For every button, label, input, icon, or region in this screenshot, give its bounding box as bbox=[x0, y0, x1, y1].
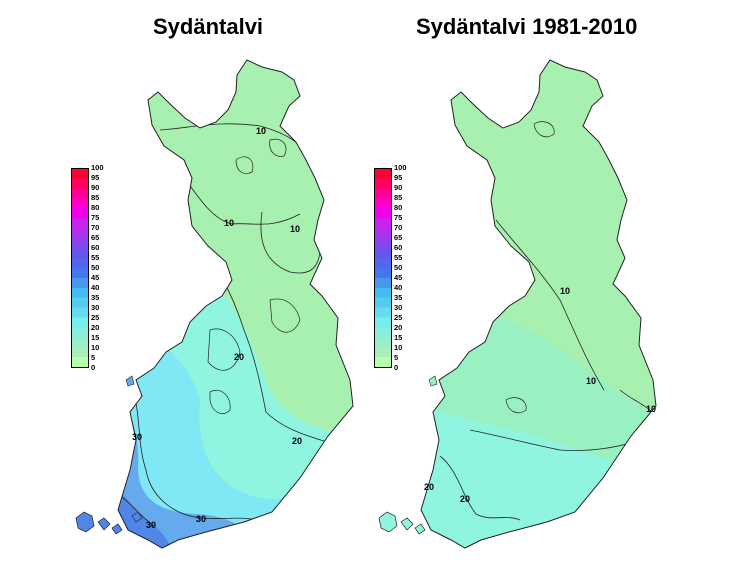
legend-tick-label: 45 bbox=[91, 273, 100, 282]
legend-tick-label: 35 bbox=[394, 293, 403, 302]
legend-tick-label: 30 bbox=[394, 303, 403, 312]
legend-tick-label: 55 bbox=[394, 253, 403, 262]
legend-tick-label: 100 bbox=[394, 163, 407, 172]
legend-tick-label: 40 bbox=[394, 283, 403, 292]
legend-tick-label: 25 bbox=[91, 313, 100, 322]
legend-tick-label: 20 bbox=[91, 323, 100, 332]
legend-tick-label: 0 bbox=[394, 363, 399, 372]
legend-tick-label: 55 bbox=[91, 253, 100, 262]
legend-tick-label: 80 bbox=[394, 203, 403, 212]
legend-tick-label: 10 bbox=[394, 343, 403, 352]
contour-label: 10 bbox=[646, 404, 656, 414]
map-right: 10 10 10 20 20 bbox=[378, 59, 657, 549]
legend-tick-label: 75 bbox=[394, 213, 403, 222]
contour-label: 10 bbox=[256, 126, 266, 136]
contour-label: 30 bbox=[146, 520, 156, 530]
legend-tick-label: 85 bbox=[394, 193, 403, 202]
legend-tick-label: 70 bbox=[394, 223, 403, 232]
legend-tick-label: 20 bbox=[394, 323, 403, 332]
contour-label: 10 bbox=[290, 224, 300, 234]
legend-tick-label: 75 bbox=[91, 213, 100, 222]
legend-colorbar bbox=[71, 168, 89, 368]
contour-label: 20 bbox=[424, 482, 434, 492]
contour-label: 10 bbox=[586, 376, 596, 386]
legend-tick-label: 30 bbox=[91, 303, 100, 312]
legend-tick-label: 0 bbox=[91, 363, 96, 372]
map-left: 10 10 10 20 20 30 30 30 bbox=[75, 59, 354, 549]
contour-label: 10 bbox=[560, 286, 570, 296]
legend-tick-label: 10 bbox=[91, 343, 100, 352]
contour-label: 20 bbox=[234, 352, 244, 362]
legend-tick-label: 70 bbox=[91, 223, 100, 232]
contour-label: 20 bbox=[292, 436, 302, 446]
legend-tick-label: 45 bbox=[394, 273, 403, 282]
contour-label: 30 bbox=[196, 514, 206, 524]
legend-tick-label: 100 bbox=[91, 163, 104, 172]
legend-tick-label: 50 bbox=[394, 263, 403, 272]
legend-tick-label: 95 bbox=[91, 173, 100, 182]
legend-tick-label: 50 bbox=[91, 263, 100, 272]
legend-tick-label: 5 bbox=[394, 353, 399, 362]
legend-tick-label: 40 bbox=[91, 283, 100, 292]
legend-tick-label: 15 bbox=[394, 333, 403, 342]
panel-title-left: Sydäntalvi bbox=[153, 14, 264, 39]
legend-tick-label: 60 bbox=[394, 243, 403, 252]
legend-colorbar bbox=[374, 168, 392, 368]
contour-label: 30 bbox=[132, 432, 142, 442]
legend-tick-label: 80 bbox=[91, 203, 100, 212]
legend-tick-label: 15 bbox=[91, 333, 100, 342]
legend-tick-label: 90 bbox=[394, 183, 403, 192]
legend-tick-label: 35 bbox=[91, 293, 100, 302]
panel-title-right: Sydäntalvi 1981-2010 bbox=[416, 14, 638, 39]
legend-tick-label: 60 bbox=[91, 243, 100, 252]
legend-tick-label: 65 bbox=[91, 233, 100, 242]
legend-tick-label: 90 bbox=[91, 183, 100, 192]
legend-tick-label: 5 bbox=[91, 353, 96, 362]
legend-tick-label: 85 bbox=[91, 193, 100, 202]
legend-tick-label: 65 bbox=[394, 233, 403, 242]
contour-label: 20 bbox=[460, 494, 470, 504]
legend-tick-label: 25 bbox=[394, 313, 403, 322]
legend-tick-label: 95 bbox=[394, 173, 403, 182]
contour-label: 10 bbox=[224, 218, 234, 228]
